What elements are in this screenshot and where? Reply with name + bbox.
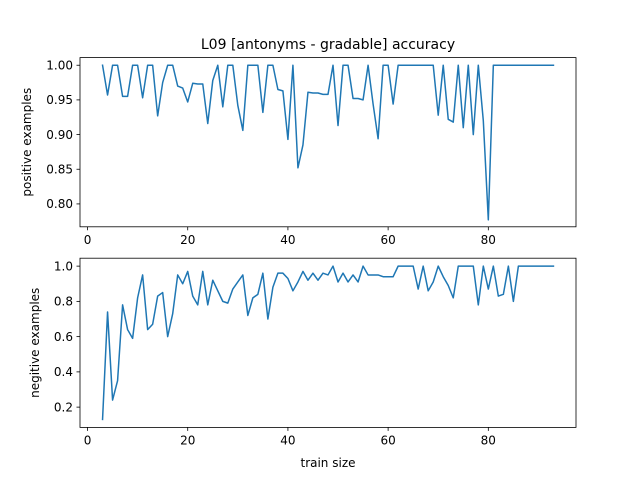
top-y-ticks: 0.80 0.85 0.90 0.95 1.00 bbox=[46, 59, 80, 211]
top-subplot: 0 20 40 60 80 0.80 0.85 0.90 0.95 1.00 positive … bbox=[20, 57, 577, 247]
chart-title: L09 [antonyms - gradable] accuracy bbox=[201, 37, 455, 53]
top-y-tick-label: 0.85 bbox=[46, 163, 73, 177]
top-y-tick-label: 0.95 bbox=[46, 93, 73, 107]
top-axes-frame bbox=[79, 57, 577, 228]
bottom-series-line-0 bbox=[101, 265, 555, 421]
top-y-tick-label: 0.80 bbox=[46, 197, 73, 211]
top-y-tick-label: 0.90 bbox=[46, 128, 73, 142]
bottom-y-tick-label: 0.6 bbox=[54, 330, 73, 344]
top-x-tick-label: 80 bbox=[481, 233, 496, 247]
top-x-tick-label: 40 bbox=[280, 233, 295, 247]
bottom-y-tick-label: 0.8 bbox=[54, 295, 73, 309]
bottom-x-tick-label: 20 bbox=[180, 433, 195, 447]
top-x-tick-label: 20 bbox=[180, 233, 195, 247]
top-y-tick-label: 1.00 bbox=[46, 59, 73, 73]
top-x-tick-label: 60 bbox=[380, 233, 395, 247]
bottom-x-tick-label: 0 bbox=[84, 433, 92, 447]
top-series-line-0 bbox=[101, 64, 555, 221]
top-x-tick-label: 0 bbox=[84, 233, 92, 247]
bottom-y-axis-label: negitive examples bbox=[28, 288, 42, 398]
bottom-x-tick-label: 40 bbox=[280, 433, 295, 447]
bottom-x-ticks: 0 20 40 60 80 bbox=[84, 427, 496, 447]
top-x-ticks: 0 20 40 60 80 bbox=[84, 226, 496, 247]
bottom-x-tick-label: 60 bbox=[380, 433, 395, 447]
bottom-series-group bbox=[101, 265, 555, 421]
bottom-y-ticks: 0.2 0.4 0.6 0.8 1.0 bbox=[54, 259, 80, 414]
bottom-y-tick-label: 0.4 bbox=[54, 365, 73, 379]
bottom-x-tick-label: 80 bbox=[481, 433, 496, 447]
bottom-subplot: 0 20 40 60 80 0.2 0.4 0.6 0.8 1.0 negitive examp… bbox=[28, 257, 577, 470]
bottom-axes-frame bbox=[79, 257, 577, 428]
bottom-y-tick-label: 1.0 bbox=[54, 259, 73, 273]
top-series-group bbox=[101, 64, 555, 221]
bottom-x-axis-label: train size bbox=[300, 456, 355, 470]
bottom-y-tick-label: 0.2 bbox=[54, 400, 73, 414]
top-y-axis-label: positive examples bbox=[20, 88, 34, 197]
